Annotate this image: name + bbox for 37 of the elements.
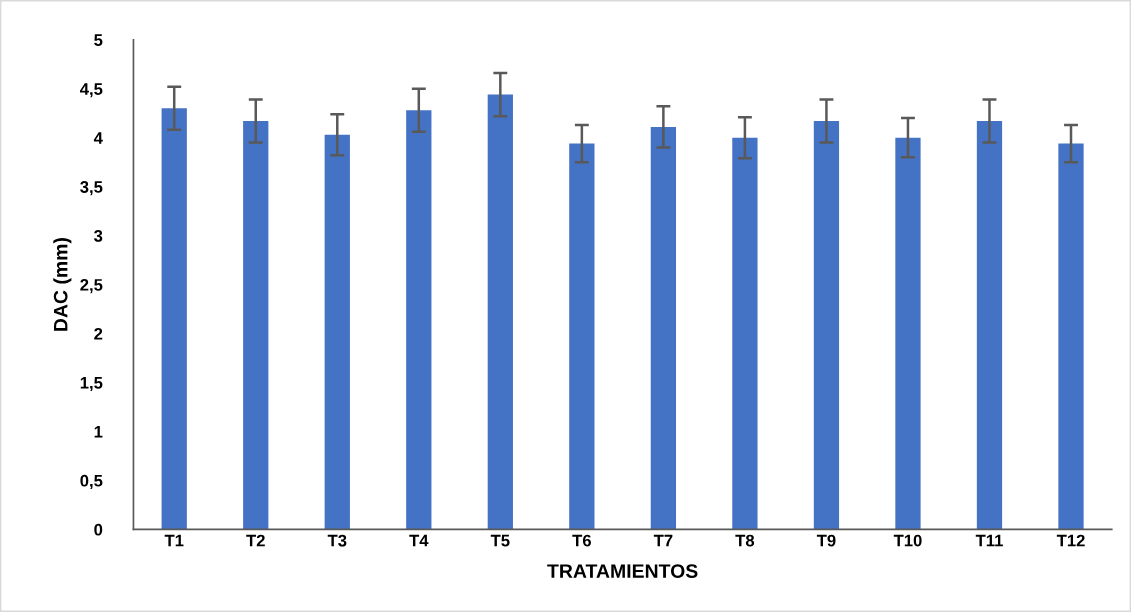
y-tick-label: 1,5 [80, 377, 103, 392]
y-tick-label: 1 [94, 426, 103, 438]
x-tick-label: T2 [246, 534, 265, 547]
x-tick-label: T1 [164, 534, 184, 547]
x-tick-label: T10 [893, 534, 922, 547]
x-tick-label: T12 [1056, 534, 1085, 547]
x-axis-title: TRATAMIENTOS [547, 564, 698, 578]
bar [406, 110, 432, 530]
x-tick-label: T7 [653, 534, 673, 547]
bar [1058, 143, 1084, 530]
y-tick-label: 2 [94, 327, 103, 340]
bar [976, 121, 1003, 530]
bar [732, 137, 758, 530]
x-tick-label: T4 [409, 534, 429, 547]
y-tick-label: 0,5 [80, 474, 103, 490]
bar [895, 137, 921, 530]
x-tick-label: T9 [816, 534, 836, 547]
bar [487, 94, 513, 530]
y-axis-title: DAC (mm) [53, 238, 72, 331]
y-tick-label: 3,5 [80, 181, 103, 196]
bar [650, 126, 677, 530]
y-tick-label: 3 [94, 230, 103, 242]
y-tick-label: 2,5 [80, 278, 103, 294]
x-tick-label: T6 [572, 534, 591, 547]
bar [813, 121, 840, 530]
x-tick-label: T5 [490, 534, 510, 547]
y-tick-label: 4,5 [79, 83, 103, 98]
bar [324, 134, 350, 530]
y-tick-label: 5 [94, 34, 103, 46]
x-tick-label: T11 [975, 534, 1003, 547]
y-tick-label: 4 [93, 132, 103, 144]
bar [243, 121, 269, 530]
y-tick-label: 0 [94, 523, 103, 536]
x-tick-label: T8 [735, 534, 755, 547]
bar [161, 108, 187, 530]
bar [569, 143, 595, 530]
x-tick-label: T3 [327, 534, 347, 547]
